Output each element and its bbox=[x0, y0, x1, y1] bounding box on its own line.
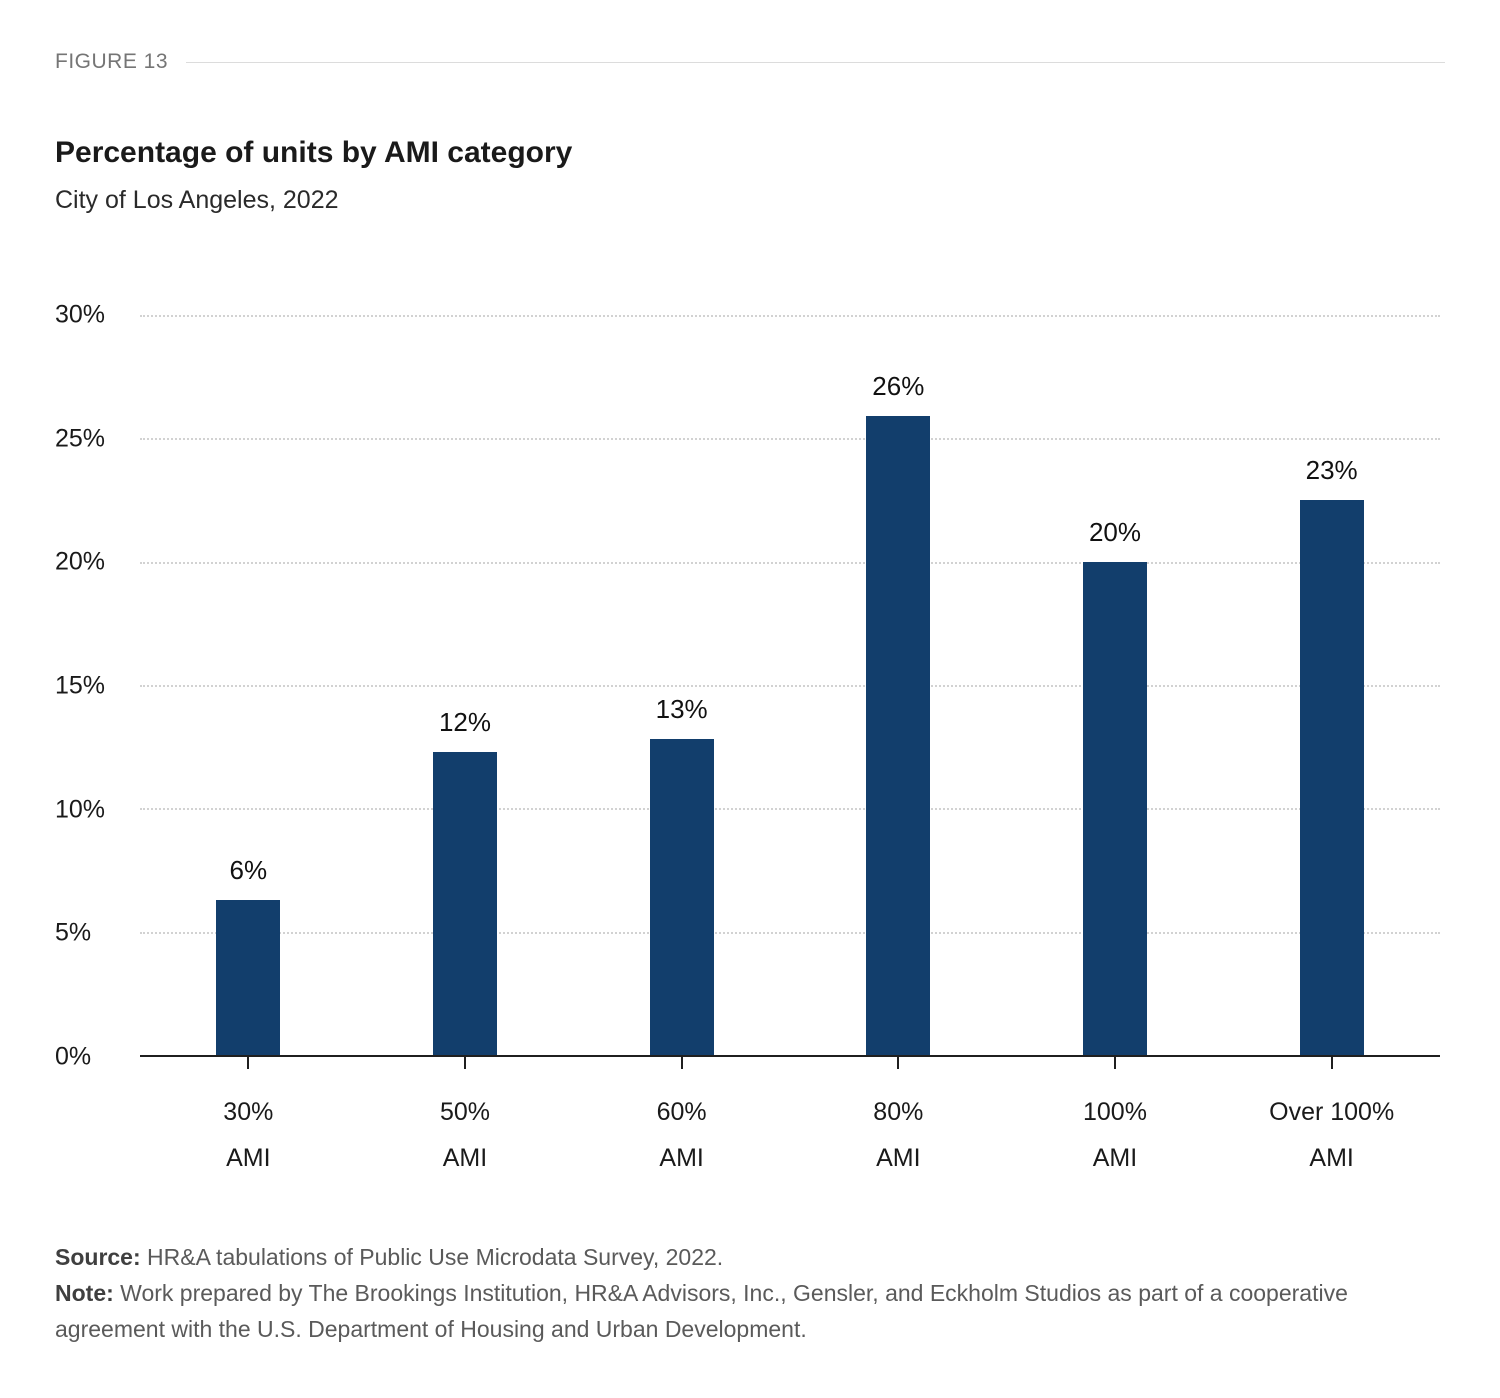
x-axis: 30% AMI 50% AMI 60% AMI 80% AMI 100% AMI Over 100%… bbox=[140, 1057, 1440, 1187]
x-tick-mark bbox=[247, 1057, 250, 1069]
chart-title: Percentage of units by AMI category bbox=[55, 136, 573, 169]
bar-slot: 23% bbox=[1223, 315, 1440, 1055]
chart-subtitle: City of Los Angeles, 2022 bbox=[55, 186, 339, 214]
x-category-label: 80% AMI bbox=[873, 1098, 924, 1172]
y-tick-label: 30% bbox=[55, 300, 106, 329]
bar-slot: 12% bbox=[357, 315, 574, 1055]
x-tick-mark bbox=[463, 1057, 466, 1069]
x-category-label: Over 100% AMI bbox=[1269, 1098, 1395, 1172]
figure-rule bbox=[186, 61, 1445, 63]
bar bbox=[1082, 561, 1147, 1055]
bar-slot: 20% bbox=[1007, 315, 1224, 1055]
y-axis-labels: 0% 5% 10% 15% 20% 25% 30% bbox=[55, 301, 135, 1071]
x-category: 30% AMI bbox=[140, 1057, 357, 1187]
x-category-label: 60% AMI bbox=[656, 1098, 707, 1172]
gridline bbox=[140, 808, 1440, 811]
y-tick-label: 10% bbox=[55, 795, 106, 824]
x-tick-mark bbox=[680, 1057, 683, 1069]
footer-notes: Source: HR&A tabulations of Public Use M… bbox=[55, 1239, 1445, 1347]
x-category: 100% AMI bbox=[1007, 1057, 1224, 1187]
note-text: Work prepared by The Brookings Instituti… bbox=[55, 1280, 1348, 1342]
bar bbox=[216, 899, 281, 1055]
gridline bbox=[140, 315, 1440, 317]
bar-value-label: 6% bbox=[229, 854, 268, 885]
x-tick-mark bbox=[897, 1057, 900, 1069]
x-category: 50% AMI bbox=[357, 1057, 574, 1187]
bar-value-label: 23% bbox=[1305, 455, 1358, 485]
y-tick-label: 5% bbox=[55, 918, 92, 947]
figure-header: FIGURE 13 bbox=[55, 50, 1445, 74]
gridline bbox=[140, 931, 1440, 934]
bar-slot: 13% bbox=[573, 315, 790, 1055]
x-tick-mark bbox=[1113, 1057, 1116, 1069]
bar-value-label: 20% bbox=[1088, 516, 1141, 547]
x-tick-mark bbox=[1330, 1057, 1333, 1069]
bar-value-label: 26% bbox=[872, 371, 925, 402]
y-tick-label: 25% bbox=[55, 424, 106, 453]
source-text: HR&A tabulations of Public Use Microdata… bbox=[140, 1244, 724, 1270]
y-tick-label: 0% bbox=[55, 1042, 92, 1071]
y-tick-label: 20% bbox=[55, 547, 106, 576]
bar bbox=[649, 739, 714, 1055]
x-category: Over 100% AMI bbox=[1223, 1057, 1440, 1187]
gridline bbox=[140, 685, 1440, 687]
figure-number-label: FIGURE 13 bbox=[55, 50, 169, 73]
x-category-label: 50% AMI bbox=[439, 1098, 490, 1172]
x-category: 80% AMI bbox=[790, 1057, 1007, 1187]
bar-value-label: 12% bbox=[438, 706, 491, 737]
y-tick-label: 15% bbox=[55, 671, 106, 700]
x-category-label: 100% AMI bbox=[1083, 1098, 1147, 1172]
plot-area: 6% 12% 13% 26% 20% 23% bbox=[140, 315, 1440, 1057]
bar bbox=[432, 751, 497, 1055]
bar bbox=[1299, 500, 1364, 1055]
bar-slot: 26% bbox=[790, 315, 1007, 1055]
x-category: 60% AMI bbox=[573, 1057, 790, 1187]
source-label: Source: bbox=[55, 1244, 141, 1270]
note-line: Note: Work prepared by The Brookings Ins… bbox=[55, 1275, 1445, 1347]
x-category-label: 30% AMI bbox=[223, 1098, 274, 1172]
source-line: Source: HR&A tabulations of Public Use M… bbox=[55, 1239, 1445, 1275]
gridline bbox=[140, 438, 1440, 441]
bar-value-label: 13% bbox=[655, 694, 708, 725]
gridline bbox=[140, 561, 1440, 564]
note-label: Note: bbox=[55, 1280, 114, 1306]
bar-slot: 6% bbox=[140, 315, 357, 1055]
bar bbox=[866, 416, 931, 1055]
bar-chart: 0% 5% 10% 15% 20% 25% 30% 6% 12% 13% 26% 20% 23% bbox=[55, 301, 1445, 1071]
